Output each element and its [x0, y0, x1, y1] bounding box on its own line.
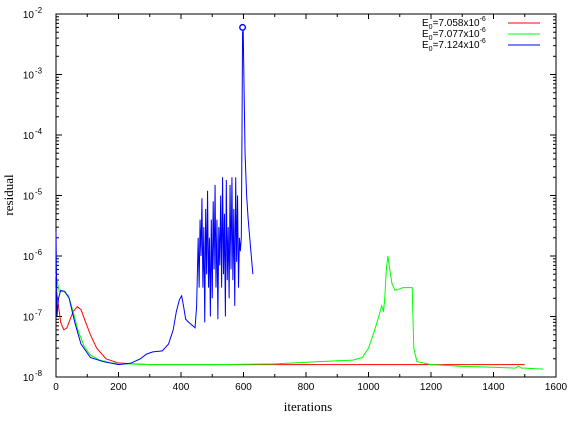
x-tick-label: 200 — [110, 382, 127, 393]
y-tick-exponent: -6 — [35, 248, 43, 257]
x-axis-title: iterations — [284, 399, 332, 414]
x-tick-label: 0 — [53, 382, 59, 393]
legend-label-3: E0=7.124x10-6 — [422, 38, 486, 53]
legend-label-2: E0=7.077x10-6 — [422, 27, 486, 42]
series-line-1 — [55, 287, 525, 366]
y-tick-exponent: -8 — [35, 369, 43, 378]
series-line-3 — [55, 29, 254, 366]
x-tick-label: 400 — [173, 382, 190, 393]
y-tick-label: 10 — [23, 131, 35, 142]
y-tick-exponent: -4 — [35, 127, 43, 136]
y-tick-exponent: -2 — [35, 6, 43, 15]
series-layer — [55, 23, 544, 370]
plot-area — [55, 13, 557, 378]
y-tick-label: 10 — [23, 373, 35, 384]
x-tick-label: 1000 — [357, 382, 380, 393]
y-tick-exponent: -7 — [35, 309, 43, 318]
y-tick-label: 10 — [23, 192, 35, 203]
y-tick-exponent: -5 — [35, 188, 43, 197]
legend: E0=7.058x10-6E0=7.077x10-6E0=7.124x10-6 — [422, 16, 540, 53]
y-tick-label: 10 — [23, 10, 35, 21]
y-axis: 10-810-710-610-510-410-310-2 — [23, 6, 556, 384]
y-tick-label: 10 — [23, 313, 35, 324]
x-axis: 0 200 400 600 800 1000 1200 1400 1600 — [53, 14, 568, 393]
x-tick-label: 1200 — [420, 382, 443, 393]
y-axis-title: residual — [1, 174, 16, 216]
legend-label-1: E0=7.058x10-6 — [422, 16, 486, 31]
x-tick-label: 1400 — [482, 382, 505, 393]
highlight-point — [239, 23, 247, 31]
plot-frame — [55, 13, 557, 378]
x-tick-label: 600 — [235, 382, 252, 393]
y-tick-label: 10 — [23, 252, 35, 263]
series-line-2 — [55, 255, 544, 370]
y-tick-exponent: -3 — [35, 67, 43, 76]
x-tick-label: 1600 — [545, 382, 568, 393]
x-tick-label: 800 — [298, 382, 315, 393]
y-tick-label: 10 — [23, 71, 35, 82]
